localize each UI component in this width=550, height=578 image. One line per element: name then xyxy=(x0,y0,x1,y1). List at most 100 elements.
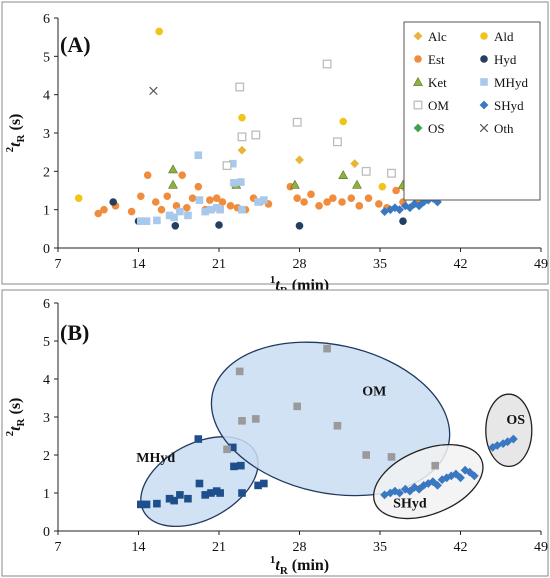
point-est xyxy=(364,194,373,202)
y-tick-label: 2 xyxy=(43,165,50,180)
point-mhyd xyxy=(137,500,145,509)
point-om xyxy=(222,161,232,171)
point-mhyd xyxy=(229,443,237,452)
point-os xyxy=(509,434,518,444)
legend-label-om: OM xyxy=(428,98,449,113)
point-est xyxy=(323,198,331,206)
legend-label-shyd: SHyd xyxy=(494,98,524,113)
cluster-ellipse-os xyxy=(485,393,533,468)
point-est xyxy=(143,171,152,179)
legend-marker-shyd xyxy=(479,100,489,110)
point-shyd xyxy=(469,471,479,481)
point-mhyd xyxy=(237,461,245,470)
point-mhyd xyxy=(194,435,203,443)
point-os xyxy=(492,441,502,450)
x-tick-label: 28 xyxy=(293,540,307,555)
point-est xyxy=(218,198,227,206)
point-mhyd xyxy=(254,481,262,490)
point-om xyxy=(238,417,246,425)
legend-label-ket: Ket xyxy=(428,75,447,90)
legend-box xyxy=(403,21,541,201)
point-mhyd xyxy=(260,196,268,204)
point-mhyd xyxy=(230,179,238,187)
point-ket xyxy=(338,170,349,179)
y-tick-label: 1 xyxy=(43,487,50,502)
x-tick-label: 42 xyxy=(454,257,468,272)
y-tick-label: 4 xyxy=(43,89,50,104)
point-est xyxy=(212,194,221,202)
series-mhyd xyxy=(137,435,268,509)
panel-frame xyxy=(1,289,549,577)
point-mhyd xyxy=(165,494,174,503)
point-mhyd xyxy=(201,491,209,499)
point-mhyd xyxy=(195,479,204,488)
point-mhyd xyxy=(237,178,245,186)
series-ald xyxy=(74,27,387,202)
cluster-label-os: OS xyxy=(506,413,525,428)
point-mhyd xyxy=(170,496,178,505)
point-mhyd xyxy=(230,462,238,471)
x-tick-label: 42 xyxy=(454,540,468,555)
point-est xyxy=(137,192,145,201)
y-tick-label: 1 xyxy=(43,204,50,219)
x-tick-label: 14 xyxy=(132,540,146,555)
point-mhyd xyxy=(195,196,204,204)
point-hyd xyxy=(109,198,117,206)
point-mhyd xyxy=(165,211,174,220)
point-om xyxy=(292,117,302,127)
cluster-label-shyd: SHyd xyxy=(393,497,427,512)
point-om xyxy=(333,421,342,430)
x-tick-label: 14 xyxy=(132,257,146,272)
point-om xyxy=(387,168,396,178)
legend-marker-ket xyxy=(413,76,423,86)
point-shyd xyxy=(433,481,442,490)
series-om xyxy=(223,344,439,470)
point-est xyxy=(392,186,400,195)
point-mhyd xyxy=(153,499,161,508)
legend-label-est: Est xyxy=(428,52,445,67)
point-est xyxy=(375,200,383,208)
legend-label-hyd: Hyd xyxy=(494,52,517,67)
y-tick-label: 6 xyxy=(43,12,50,27)
point-est xyxy=(151,198,160,206)
point-est xyxy=(347,194,356,202)
legend-marker-hyd xyxy=(480,55,488,63)
point-alc xyxy=(295,155,304,165)
point-est xyxy=(293,194,302,202)
y-tick-label: 3 xyxy=(43,127,50,142)
y-tick-label: 0 xyxy=(43,525,50,540)
point-oth xyxy=(149,86,158,96)
y-tick-label: 5 xyxy=(43,50,50,65)
x-tick-label: 35 xyxy=(373,540,387,555)
point-om xyxy=(322,59,332,69)
legend-marker-alc xyxy=(413,31,423,41)
series-mhyd xyxy=(137,151,268,225)
point-mhyd xyxy=(176,491,184,499)
cluster-label-om: OM xyxy=(362,384,386,399)
panel-label: (A) xyxy=(60,32,91,57)
x-tick-label: 7 xyxy=(55,257,62,272)
point-ald xyxy=(339,117,348,126)
point-est xyxy=(183,203,191,212)
point-om xyxy=(387,453,396,461)
point-alc xyxy=(350,159,360,169)
x-axis-label: 1tR (min) xyxy=(270,554,329,577)
point-mhyd xyxy=(153,216,161,225)
series-shyd xyxy=(380,465,479,500)
legend-marker-os xyxy=(413,123,423,133)
y-tick-label: 5 xyxy=(43,335,50,350)
point-est xyxy=(307,190,315,199)
y-tick-label: 0 xyxy=(43,242,50,257)
point-est xyxy=(100,205,108,214)
point-hyd xyxy=(215,221,223,229)
legend-label-os: OS xyxy=(428,121,445,136)
y-tick-label: 6 xyxy=(43,297,50,312)
point-om xyxy=(323,344,331,353)
point-ket xyxy=(289,179,300,189)
legend-label-alc: Alc xyxy=(428,29,447,44)
point-om xyxy=(361,166,371,176)
point-shyd xyxy=(395,488,404,498)
point-mhyd xyxy=(201,207,209,216)
point-mhyd xyxy=(207,205,215,214)
